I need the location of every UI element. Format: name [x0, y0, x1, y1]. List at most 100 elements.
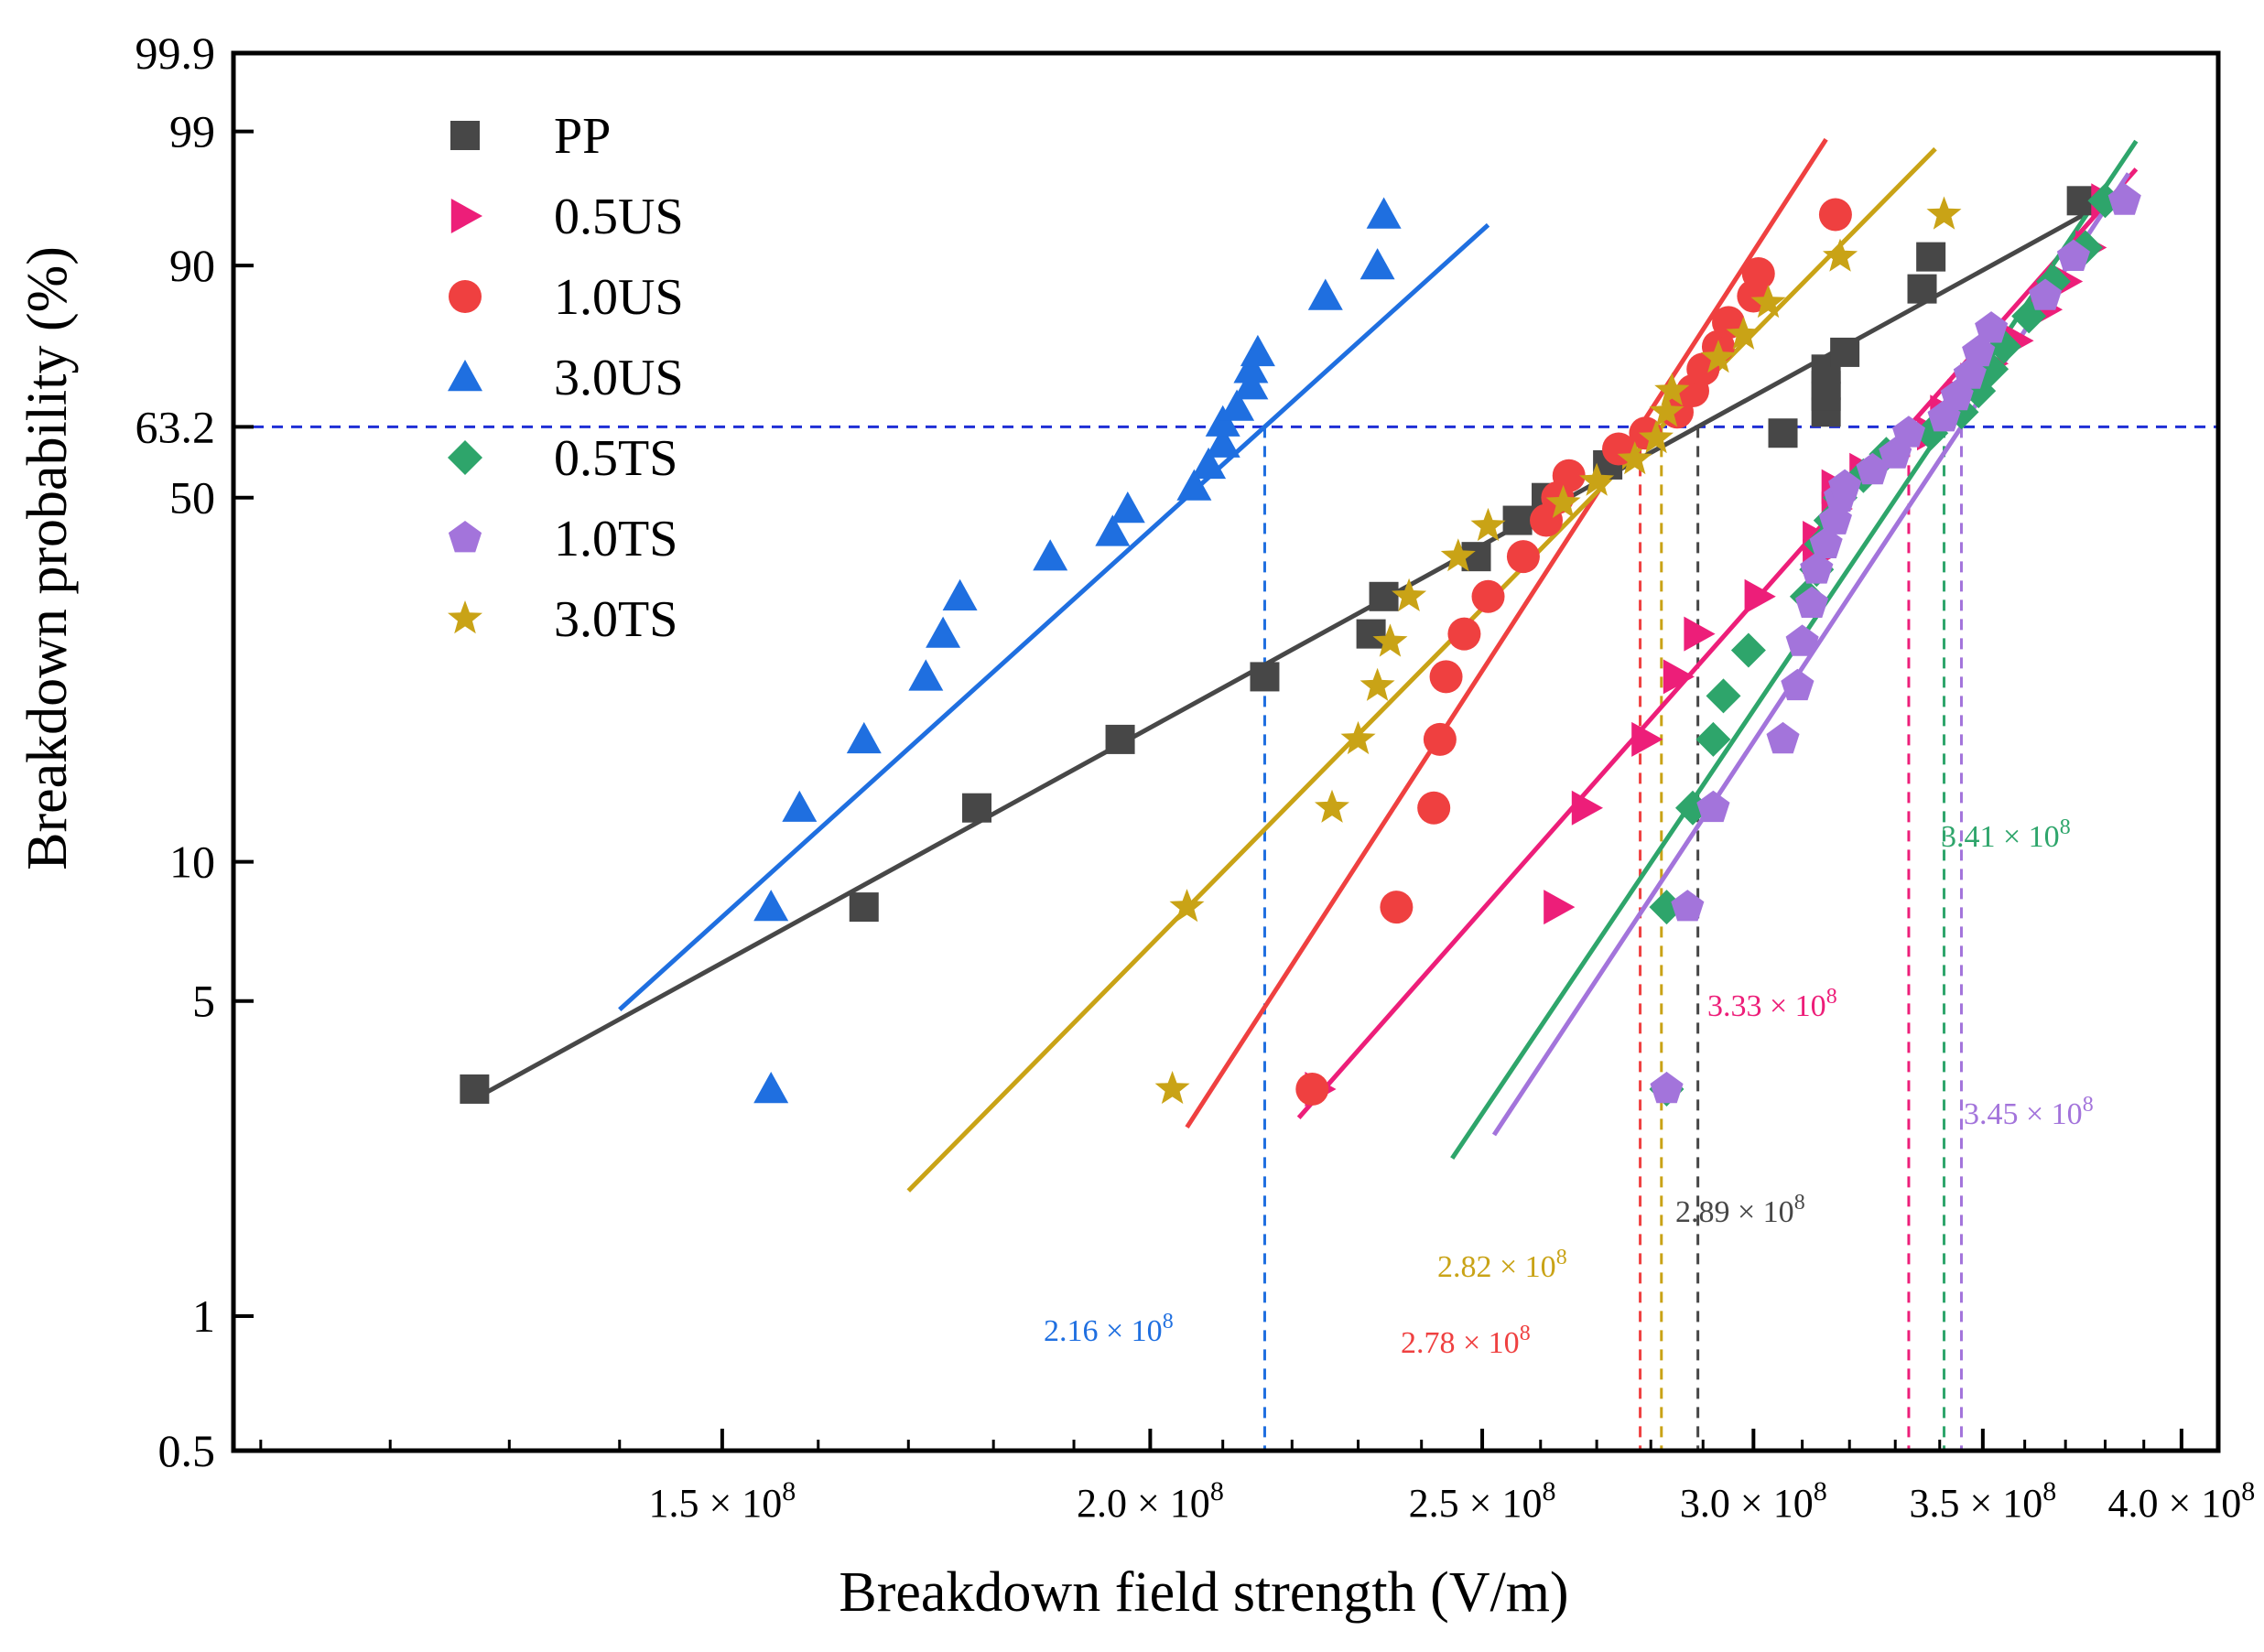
data-point-3.0US-1: [753, 890, 789, 922]
y-tick-label-50: 50: [169, 472, 215, 524]
data-point-1.0TS-3: [1766, 721, 1800, 754]
data-point-3.0TS-5: [1372, 623, 1408, 657]
data-point-PP-3: [1105, 724, 1135, 754]
data-point-3.0TS-18: [1823, 238, 1858, 272]
data-point-3.0TS-0: [1154, 1071, 1190, 1105]
data-point-3.0US-8: [1095, 514, 1131, 546]
data-point-3.0US-19: [1359, 248, 1395, 280]
data-point-PP-16: [1830, 337, 1860, 367]
data-point-3.0US-9: [1110, 491, 1145, 524]
data-point-3.0TS-10: [1579, 462, 1615, 496]
data-point-1.0US-10: [1552, 459, 1586, 492]
data-point-3.0US-5: [926, 616, 961, 648]
y-tick-label-63.2: 63.2: [135, 401, 216, 452]
legend-marker-PP: [450, 121, 480, 150]
data-point-3.0US-18: [1307, 278, 1343, 310]
legend-label-3.0TS: 3.0TS: [554, 591, 677, 648]
data-point-3.0US-17: [1240, 334, 1275, 367]
data-point-1.0US-4: [1429, 660, 1463, 694]
fit-line-3.0TS: [906, 146, 1937, 1193]
data-point-3.0US-12: [1205, 426, 1240, 458]
data-point-3.0TS-11: [1617, 441, 1652, 475]
data-points: [460, 183, 2141, 1107]
y-tick-label-5: 5: [192, 976, 215, 1027]
fit-line-1.0US: [1185, 137, 1828, 1129]
x-tick-label-4.0: 4.0 × 108: [2107, 1476, 2255, 1526]
data-point-PP-5: [1356, 619, 1386, 649]
data-point-3.0US-4: [908, 659, 944, 691]
data-point-3.0TS-12: [1639, 420, 1674, 454]
fit-line-3.0US: [618, 222, 1490, 1011]
data-point-3.0TS-16: [1726, 316, 1761, 350]
legend-label-3.0US: 3.0US: [554, 350, 684, 406]
data-point-PP-2: [962, 793, 992, 823]
data-point-0.5TS-3: [1695, 721, 1731, 757]
data-point-3.0TS-3: [1340, 720, 1376, 755]
plot-frame: [231, 50, 2221, 1453]
eta-annotation-PP: 2.89 × 108: [1675, 1191, 1805, 1229]
y-tick-label-0.5: 0.5: [158, 1425, 216, 1476]
data-point-3.0TS-2: [1315, 789, 1349, 823]
data-point-PP-8: [1502, 505, 1533, 535]
y-tick-label-99: 99: [169, 106, 215, 157]
legend-label-0.5US: 0.5US: [554, 189, 684, 245]
data-point-3.0US-13: [1205, 405, 1240, 437]
data-point-3.0US-11: [1191, 447, 1227, 480]
data-point-0.5US-4: [1663, 659, 1695, 695]
data-point-3.0US-16: [1233, 351, 1269, 383]
fit-lines: [484, 137, 2139, 1193]
data-point-3.0US-7: [1033, 539, 1068, 571]
data-point-PP-18: [1916, 242, 1946, 272]
data-point-0.5US-3: [1631, 721, 1663, 757]
eta-annotation-0.5US: 3.33 × 108: [1707, 985, 1837, 1023]
data-point-1.0TS-4: [1781, 668, 1814, 701]
data-point-0.5US-2: [1571, 790, 1603, 826]
y-tick-label-10: 10: [169, 837, 215, 888]
data-point-3.0US-20: [1366, 197, 1402, 229]
data-point-3.0US-15: [1233, 368, 1269, 400]
y-tick-label-99.9: 99.9: [135, 27, 216, 79]
data-point-1.0US-20: [1818, 198, 1852, 232]
data-point-1.0US-1: [1380, 891, 1414, 924]
data-point-1.0TS-7: [1800, 552, 1834, 584]
data-point-1.0US-2: [1417, 791, 1451, 825]
data-point-3.0TS-9: [1545, 484, 1581, 518]
data-point-1.0TS-19: [1975, 311, 2009, 343]
reference-lines: [233, 425, 2218, 1451]
data-point-1.0TS-14: [1891, 416, 1925, 448]
data-point-0.5US-6: [1744, 578, 1776, 614]
data-point-3.0US-14: [1219, 389, 1255, 421]
legend-label-1.0TS: 1.0TS: [554, 511, 677, 567]
y-axis-title: Breakdown probability (%): [16, 246, 79, 870]
data-point-1.0TS-21: [2056, 239, 2090, 271]
legend-marker-1.0US: [449, 280, 482, 313]
legend-label-PP: PP: [554, 108, 611, 165]
data-point-1.0TS-12: [1856, 452, 1890, 485]
data-point-1.0US-3: [1423, 722, 1457, 756]
y-tick-label-1: 1: [192, 1290, 215, 1342]
data-point-3.0TS-15: [1701, 340, 1736, 373]
legend-marker-1.0TS: [448, 521, 482, 553]
x-tick-label-1.5: 1.5 × 108: [648, 1476, 796, 1526]
x-tick-label-3.0: 3.0 × 108: [1680, 1476, 1827, 1526]
eta-annotation-3.0US: 2.16 × 108: [1044, 1310, 1174, 1348]
data-point-3.0TS-4: [1359, 667, 1395, 701]
data-point-1.0TS-0: [1650, 1072, 1684, 1104]
data-point-3.0TS-19: [1926, 196, 1962, 230]
legend-marker-3.0US: [448, 360, 482, 392]
data-point-PP-11: [1768, 418, 1798, 448]
legend-marker-0.5US: [450, 199, 482, 233]
legend-marker-0.5TS: [448, 440, 482, 475]
data-point-1.0US-0: [1295, 1072, 1329, 1106]
data-point-1.0TS-6: [1795, 586, 1829, 618]
data-point-0.5TS-5: [1730, 632, 1766, 668]
data-point-3.0TS-1: [1169, 889, 1205, 923]
data-point-3.0US-3: [846, 721, 882, 754]
data-point-3.0US-2: [782, 790, 818, 822]
data-point-3.0US-6: [942, 578, 978, 610]
data-point-1.0US-7: [1506, 540, 1540, 574]
data-point-3.0TS-8: [1470, 507, 1506, 542]
data-point-0.5US-1: [1544, 890, 1576, 925]
data-point-3.0TS-17: [1750, 285, 1786, 319]
